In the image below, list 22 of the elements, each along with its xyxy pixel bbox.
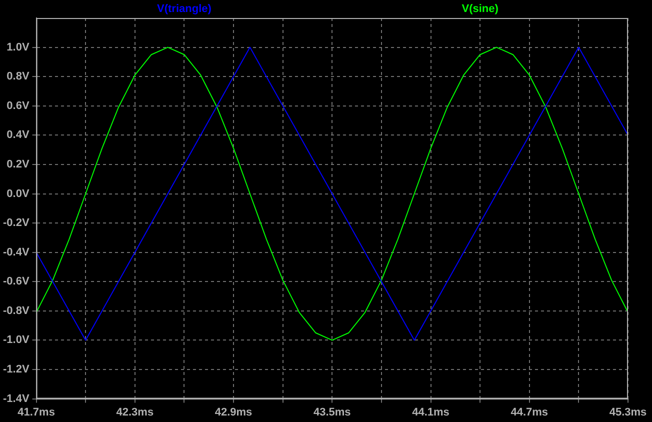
y-tick-label: -0.6V	[2, 276, 30, 288]
y-tick-label: 0.4V	[6, 129, 30, 142]
text: V(triangle)	[157, 3, 212, 16]
x-tick-label: 43.5ms	[313, 406, 351, 418]
y-tick-label: -0.2V	[2, 217, 30, 230]
y-tick-label: 1.0V	[6, 41, 30, 54]
y-tick-label: 0.2V	[6, 158, 30, 170]
x-tick-label: 41.7ms	[18, 406, 55, 418]
x-tick-label: 44.1ms	[412, 406, 450, 418]
y-tick-label: 0.8V	[6, 70, 30, 83]
y-tick-label: -1.4V	[2, 392, 30, 405]
text: V(sine)	[462, 3, 499, 16]
y-tick-label: 0.6V	[6, 100, 30, 112]
y-tick-label: -0.4V	[2, 246, 30, 258]
x-tick-label: 45.3ms	[609, 406, 647, 418]
y-tick-label: -1.0V	[2, 334, 30, 346]
x-tick-label: 42.9ms	[214, 406, 252, 418]
x-tick-label: 42.3ms	[116, 406, 154, 418]
y-tick-label: -0.8V	[2, 304, 30, 317]
y-tick-label: 0.0V	[6, 188, 30, 200]
x-tick-label: 44.7ms	[510, 406, 548, 418]
y-tick-label: -1.2V	[2, 364, 30, 376]
